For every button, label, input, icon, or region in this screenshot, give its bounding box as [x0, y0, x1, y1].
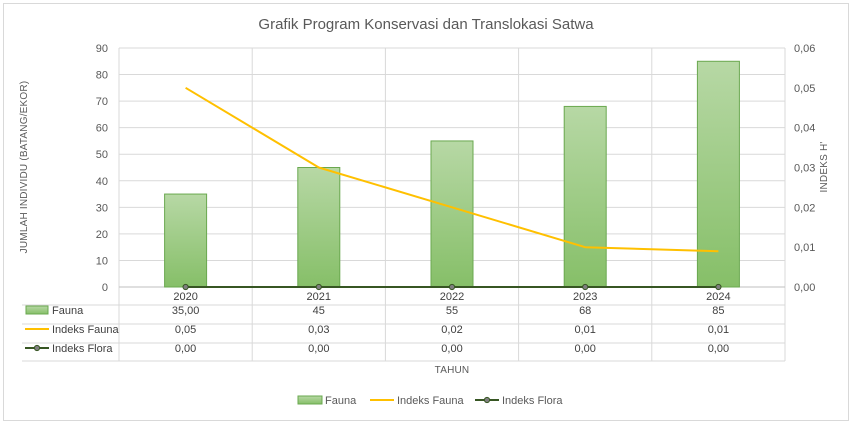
table-row-header: Indeks Fauna	[52, 324, 120, 336]
y-axis-left-title: JUMLAH INDIVIDU (BATANG/EKOR)	[19, 81, 30, 254]
y-tick-right: 0,00	[794, 282, 815, 294]
table-cell: 35,00	[172, 305, 200, 317]
y-tick-left: 50	[96, 149, 108, 161]
bar-fauna	[164, 193, 208, 288]
bar-fauna	[430, 140, 474, 288]
marker-indeks-flora	[582, 283, 589, 291]
bar-fauna	[297, 167, 341, 288]
table-cell: 68	[579, 305, 591, 317]
table-cell: 0,03	[308, 324, 329, 336]
legend-label: Indeks Flora	[502, 395, 563, 407]
table-row-header: Indeks Flora	[52, 343, 113, 355]
marker-indeks-flora	[182, 283, 189, 291]
legend-label: Fauna	[325, 395, 357, 407]
y-tick-right: 0,04	[794, 123, 815, 135]
y-tick-left: 10	[96, 255, 108, 267]
table-cell: 0,00	[308, 343, 329, 355]
legend-key-fauna	[297, 395, 323, 405]
x-tick-label: 2024	[706, 291, 730, 303]
table-row-header: Fauna	[52, 305, 84, 317]
y-tick-right: 0,02	[794, 202, 815, 214]
y-axis-right-title: INDEKS H'	[819, 142, 830, 193]
y-tick-left: 90	[96, 43, 108, 55]
table-cell: 0,01	[708, 324, 729, 336]
y-tick-left: 80	[96, 70, 108, 82]
y-tick-left: 0	[102, 282, 108, 294]
marker-indeks-flora	[448, 283, 456, 291]
x-axis-title: TAHUN	[435, 365, 470, 376]
y-tick-left: 40	[96, 176, 108, 188]
table-cell: 0,00	[574, 343, 595, 355]
table-cell: 85	[712, 305, 724, 317]
index-lines	[182, 86, 722, 291]
table-cell: 0,05	[175, 324, 196, 336]
table-cell: 0,01	[574, 324, 595, 336]
y-axis-right-ticks: 0,00 0,01 0,02 0,03 0,04 0,05 0,06	[794, 43, 815, 294]
table-key-fauna	[25, 305, 49, 315]
table-cell: 45	[313, 305, 325, 317]
line-indeks-fauna	[185, 86, 719, 253]
table-cell: 0,00	[708, 343, 729, 355]
marker-indeks-flora	[715, 283, 722, 291]
x-tick-label: 2023	[573, 291, 597, 303]
y-tick-left: 60	[96, 123, 108, 135]
y-tick-right: 0,06	[794, 43, 815, 55]
table-cell: 0,02	[441, 324, 462, 336]
y-tick-left: 70	[96, 96, 108, 108]
data-table: 2020 2021 2022 2023 2024 Fauna 35,00 45 55 68 85 In…	[22, 291, 785, 362]
y-tick-left: 20	[96, 229, 108, 241]
table-key-marker	[33, 344, 41, 352]
table-cell: 55	[446, 305, 458, 317]
y-tick-right: 0,03	[794, 163, 815, 175]
marker-indeks-flora	[315, 283, 322, 291]
legend-label: Indeks Fauna	[397, 395, 465, 407]
fauna-bars	[164, 60, 740, 288]
y-tick-left: 30	[96, 202, 108, 214]
chart-title: Grafik Program Konservasi dan Translokas…	[258, 16, 594, 33]
legend-key-marker	[483, 396, 491, 404]
y-axis-left-ticks: 0 10 20 30 40 50 60 70 80 90	[96, 43, 108, 294]
bar-fauna	[563, 105, 607, 288]
bar-fauna	[696, 60, 740, 288]
table-cell: 0,00	[441, 343, 462, 355]
x-tick-label: 2020	[173, 291, 197, 303]
y-tick-right: 0,01	[794, 242, 815, 254]
x-tick-label: 2021	[307, 291, 331, 303]
table-cell: 0,00	[175, 343, 196, 355]
x-tick-label: 2022	[440, 291, 464, 303]
y-tick-right: 0,05	[794, 83, 815, 95]
legend: Fauna Indeks Fauna Indeks Flora	[297, 395, 563, 407]
